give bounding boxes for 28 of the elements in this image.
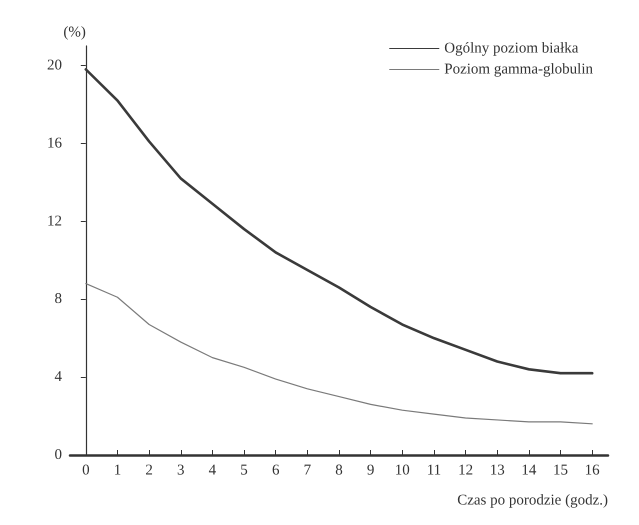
x-tick-label: 12 xyxy=(458,462,474,478)
line-series xyxy=(85,283,593,424)
legend-label: Ogólny poziom białka xyxy=(444,40,579,56)
x-tick-label: 6 xyxy=(272,462,280,478)
x-axis-title: Czas po porodzie (godz.) xyxy=(457,492,608,508)
x-tick-label: 10 xyxy=(394,462,410,478)
x-tick-label: 5 xyxy=(240,462,248,478)
legend-label: Poziom gamma-globulin xyxy=(444,62,594,78)
x-tick-label: 7 xyxy=(304,462,312,478)
y-tick-label: 0 xyxy=(54,447,62,463)
x-tick-label: 15 xyxy=(553,462,568,478)
x-tick-label: 2 xyxy=(145,462,153,478)
x-tick-label: 3 xyxy=(177,462,185,478)
x-tick-label: 1 xyxy=(114,462,122,478)
y-tick-label: 16 xyxy=(47,135,62,152)
y-tick-label: 8 xyxy=(54,291,62,308)
y-tick-label: 20 xyxy=(47,57,62,74)
x-tick-label: 13 xyxy=(490,462,505,478)
x-tick-label: 8 xyxy=(335,462,343,478)
x-tick-label: 16 xyxy=(584,462,600,478)
x-tick-label: 9 xyxy=(366,462,374,478)
y-tick-label: 4 xyxy=(54,369,62,386)
x-tick-label: 0 xyxy=(82,462,90,478)
y-axis-title: (%) xyxy=(63,24,86,40)
x-tick-label: 11 xyxy=(426,462,442,478)
y-tick-label: 12 xyxy=(47,213,62,230)
x-tick-label: 4 xyxy=(208,462,217,478)
x-tick-label: 14 xyxy=(521,462,537,478)
